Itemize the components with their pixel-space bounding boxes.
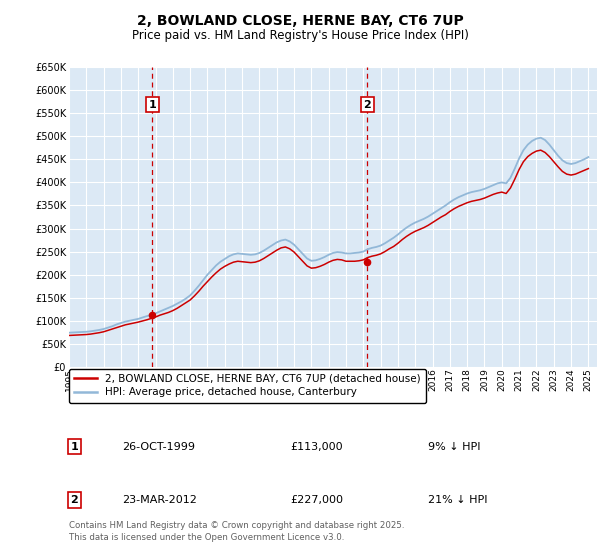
- Text: £113,000: £113,000: [291, 441, 343, 451]
- Text: 1: 1: [70, 441, 78, 451]
- Text: Contains HM Land Registry data © Crown copyright and database right 2025.
This d: Contains HM Land Registry data © Crown c…: [69, 521, 404, 542]
- Legend: 2, BOWLAND CLOSE, HERNE BAY, CT6 7UP (detached house), HPI: Average price, detac: 2, BOWLAND CLOSE, HERNE BAY, CT6 7UP (de…: [69, 368, 426, 403]
- Text: 2: 2: [70, 495, 78, 505]
- Text: 23-MAR-2012: 23-MAR-2012: [122, 495, 197, 505]
- Text: 26-OCT-1999: 26-OCT-1999: [122, 441, 195, 451]
- Text: 2, BOWLAND CLOSE, HERNE BAY, CT6 7UP: 2, BOWLAND CLOSE, HERNE BAY, CT6 7UP: [137, 14, 463, 28]
- Text: 9% ↓ HPI: 9% ↓ HPI: [428, 441, 481, 451]
- Text: 21% ↓ HPI: 21% ↓ HPI: [428, 495, 488, 505]
- Text: 1: 1: [149, 100, 157, 110]
- Text: £227,000: £227,000: [291, 495, 344, 505]
- Text: Price paid vs. HM Land Registry's House Price Index (HPI): Price paid vs. HM Land Registry's House …: [131, 29, 469, 42]
- Text: 2: 2: [364, 100, 371, 110]
